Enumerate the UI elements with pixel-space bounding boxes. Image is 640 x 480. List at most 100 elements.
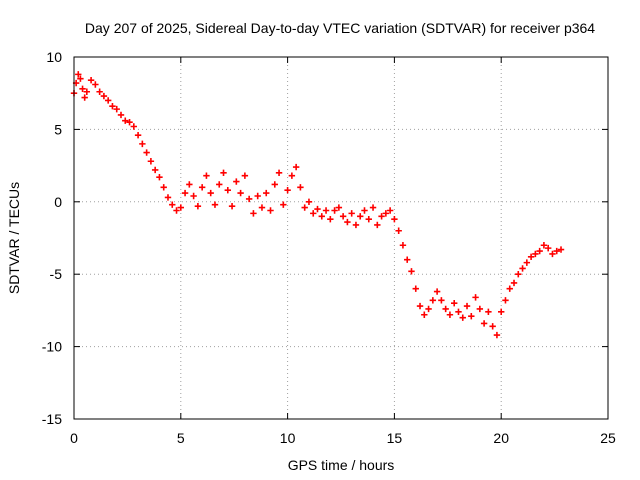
data-point <box>369 204 377 211</box>
data-point <box>275 169 283 177</box>
data-point <box>395 227 402 234</box>
data-point <box>186 181 193 188</box>
data-point <box>194 202 202 210</box>
data-point <box>143 149 150 156</box>
grid-lines <box>74 57 608 419</box>
data-point <box>480 320 488 327</box>
data-point <box>386 207 394 214</box>
data-point <box>203 172 210 179</box>
data-point <box>181 189 189 197</box>
x-tick-label: 15 <box>387 430 403 446</box>
x-tick-label: 25 <box>600 430 616 446</box>
data-point <box>314 205 321 213</box>
data-point <box>493 331 501 339</box>
data-point <box>536 247 543 255</box>
data-point <box>305 198 313 205</box>
data-point <box>421 311 428 318</box>
data-point <box>352 221 360 229</box>
y-tick-label: 5 <box>54 121 62 137</box>
y-tick-label: -5 <box>50 266 63 282</box>
data-point <box>549 250 556 258</box>
data-point <box>442 305 449 313</box>
y-tick-label: -15 <box>42 411 62 427</box>
data-point <box>160 184 167 191</box>
data-point <box>220 169 227 177</box>
data-point <box>245 195 253 203</box>
data-point <box>472 294 479 301</box>
y-tick-label: 10 <box>46 49 62 65</box>
x-axis-label: GPS time / hours <box>288 457 395 473</box>
data-point <box>280 201 287 208</box>
data-point <box>416 302 424 310</box>
data-point <box>81 94 88 101</box>
data-point <box>237 189 244 197</box>
data-point <box>433 288 441 295</box>
data-point <box>391 215 398 223</box>
data-point <box>502 297 509 304</box>
data-point <box>429 297 437 304</box>
data-point <box>476 305 484 313</box>
data-point <box>139 140 146 148</box>
data-point <box>173 207 180 214</box>
data-point <box>126 118 133 126</box>
data-point <box>250 210 257 217</box>
data-point <box>404 256 411 263</box>
data-point <box>399 242 407 249</box>
data-point <box>92 81 99 88</box>
data-point <box>339 213 347 220</box>
x-tick-labels: 0 5 10 15 20 25 <box>70 430 616 446</box>
data-point <box>412 285 419 292</box>
axis-ticks <box>73 56 609 420</box>
data-point <box>77 75 84 82</box>
data-point <box>233 178 240 185</box>
data-point <box>344 218 351 226</box>
data-point <box>228 202 236 210</box>
data-point <box>83 88 91 95</box>
data-point <box>515 271 522 278</box>
data-point <box>425 305 432 313</box>
data-point <box>151 166 159 174</box>
data-point <box>335 204 343 211</box>
data-point <box>122 117 129 124</box>
data-point <box>544 244 552 252</box>
x-tick-label: 10 <box>280 430 296 446</box>
data-point <box>288 172 296 179</box>
data-point <box>211 201 219 208</box>
data-point <box>489 323 496 330</box>
data-point <box>327 215 334 223</box>
data-point <box>378 213 385 220</box>
data-point <box>216 181 223 188</box>
data-point <box>75 71 82 78</box>
data-point <box>361 207 368 214</box>
data-point <box>365 215 372 223</box>
data-point <box>519 265 526 272</box>
data-point <box>177 204 184 211</box>
data-point <box>241 172 249 179</box>
data-point <box>318 213 325 220</box>
data-point <box>96 88 103 95</box>
x-tick-label: 5 <box>177 430 185 446</box>
y-tick-labels: -15 -10 -5 0 5 10 <box>42 49 62 427</box>
data-point <box>498 308 505 316</box>
data-point <box>292 163 300 171</box>
data-point <box>297 184 304 191</box>
x-tick-label: 0 <box>70 430 78 446</box>
data-point <box>540 242 548 249</box>
x-tick-label: 20 <box>493 430 509 446</box>
data-point <box>271 181 278 188</box>
data-point <box>130 123 138 130</box>
data-point <box>463 302 471 310</box>
data-point <box>134 131 142 139</box>
data-point <box>224 187 231 194</box>
data-point <box>446 311 454 318</box>
data-point <box>468 312 475 320</box>
data-point <box>254 192 261 200</box>
data-point <box>506 285 513 292</box>
data-point <box>100 92 108 100</box>
data-point <box>331 207 338 214</box>
data-point <box>169 201 176 208</box>
data-series-sdtvar <box>70 71 565 339</box>
data-point <box>87 76 95 84</box>
data-point <box>267 207 274 214</box>
chart-title: Day 207 of 2025, Sidereal Day-to-day VTE… <box>85 20 595 36</box>
